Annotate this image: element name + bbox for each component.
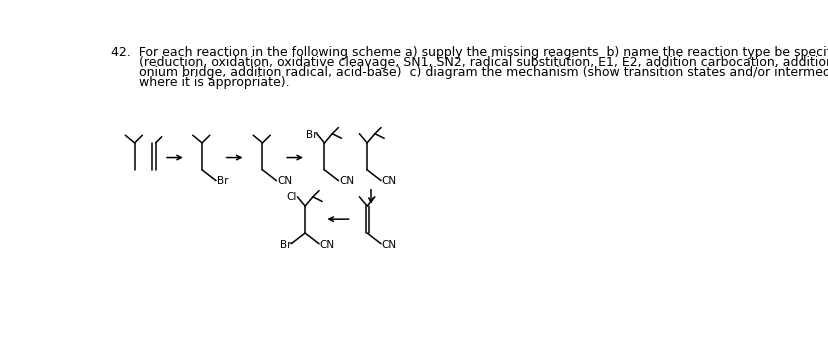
Text: CN: CN: [320, 239, 335, 249]
Text: 42.  For each reaction in the following scheme a) supply the missing reagents  b: 42. For each reaction in the following s…: [111, 46, 828, 59]
Text: Br: Br: [216, 176, 228, 186]
Text: CN: CN: [339, 176, 354, 186]
Text: where it is appropriate).: where it is appropriate).: [111, 76, 290, 89]
Text: (reduction, oxidation, oxidative cleavage, SN1, SN2, radical substitution, E1, E: (reduction, oxidation, oxidative cleavag…: [111, 56, 828, 69]
Text: Cl: Cl: [286, 192, 296, 202]
Text: Br: Br: [306, 130, 317, 140]
Text: Br: Br: [280, 239, 291, 249]
Text: CN: CN: [277, 176, 292, 186]
Text: CN: CN: [382, 176, 397, 186]
Text: CN: CN: [382, 239, 397, 249]
Text: onium bridge, addition radical, acid-base)  c) diagram the mechanism (show trans: onium bridge, addition radical, acid-bas…: [111, 66, 828, 79]
